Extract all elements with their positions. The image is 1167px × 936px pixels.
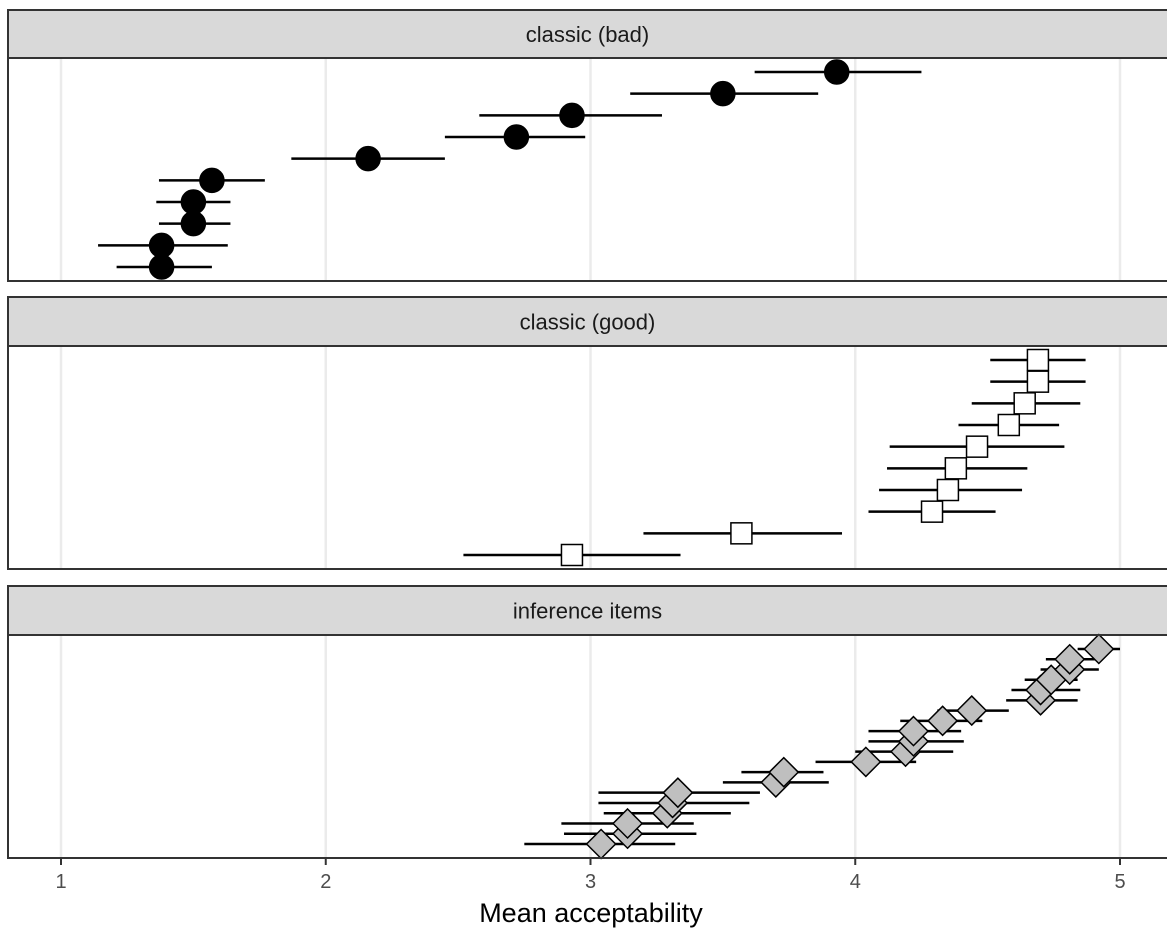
facet-title: classic (good) [520, 310, 656, 335]
data-point [1013, 392, 1036, 415]
data-point [768, 756, 800, 788]
data-point [965, 435, 989, 458]
x-tick-label: 2 [320, 871, 331, 893]
data-point [927, 705, 959, 737]
x-tick-label: 4 [850, 871, 861, 893]
data-point [897, 715, 930, 747]
data-point [559, 102, 585, 129]
panel-border [7, 634, 1167, 859]
panel-background [8, 635, 1167, 858]
data-point [997, 413, 1021, 437]
data-point [355, 145, 381, 172]
data-point [180, 210, 207, 237]
facet-strip [7, 9, 1167, 59]
data-point [148, 232, 175, 259]
data-point [662, 777, 694, 809]
facet-panel: inference items [7, 585, 1167, 860]
facet-title: classic (bad) [526, 22, 649, 47]
x-axis-title: Mean acceptability [479, 898, 703, 928]
data-point [199, 167, 225, 194]
data-point [850, 746, 882, 778]
data-point [956, 695, 988, 727]
facet-strip [7, 296, 1167, 347]
x-tick-label: 5 [1114, 871, 1125, 893]
x-tick-label: 3 [585, 871, 596, 893]
panel-background [8, 346, 1167, 569]
panel-border [7, 57, 1167, 282]
facet-panel: classic (good) [7, 296, 1167, 570]
data-point [823, 59, 850, 85]
data-point [730, 522, 753, 545]
data-point [503, 124, 530, 150]
data-point [710, 80, 736, 107]
data-point [180, 189, 207, 215]
data-point [612, 807, 644, 840]
data-point [148, 254, 175, 280]
data-point [944, 457, 968, 480]
facet-strip [7, 585, 1167, 636]
data-point [560, 543, 584, 567]
facet-panel: classic (bad) [7, 9, 1167, 282]
data-point [1026, 370, 1050, 393]
data-point [1083, 633, 1115, 665]
facet-title: inference items [513, 599, 662, 624]
x-tick-label: 1 [55, 871, 66, 893]
data-point [936, 478, 960, 502]
panel-border [7, 345, 1167, 570]
data-point [1054, 643, 1086, 675]
data-point [920, 500, 944, 523]
panel-background [8, 58, 1167, 281]
data-point [1026, 348, 1050, 372]
